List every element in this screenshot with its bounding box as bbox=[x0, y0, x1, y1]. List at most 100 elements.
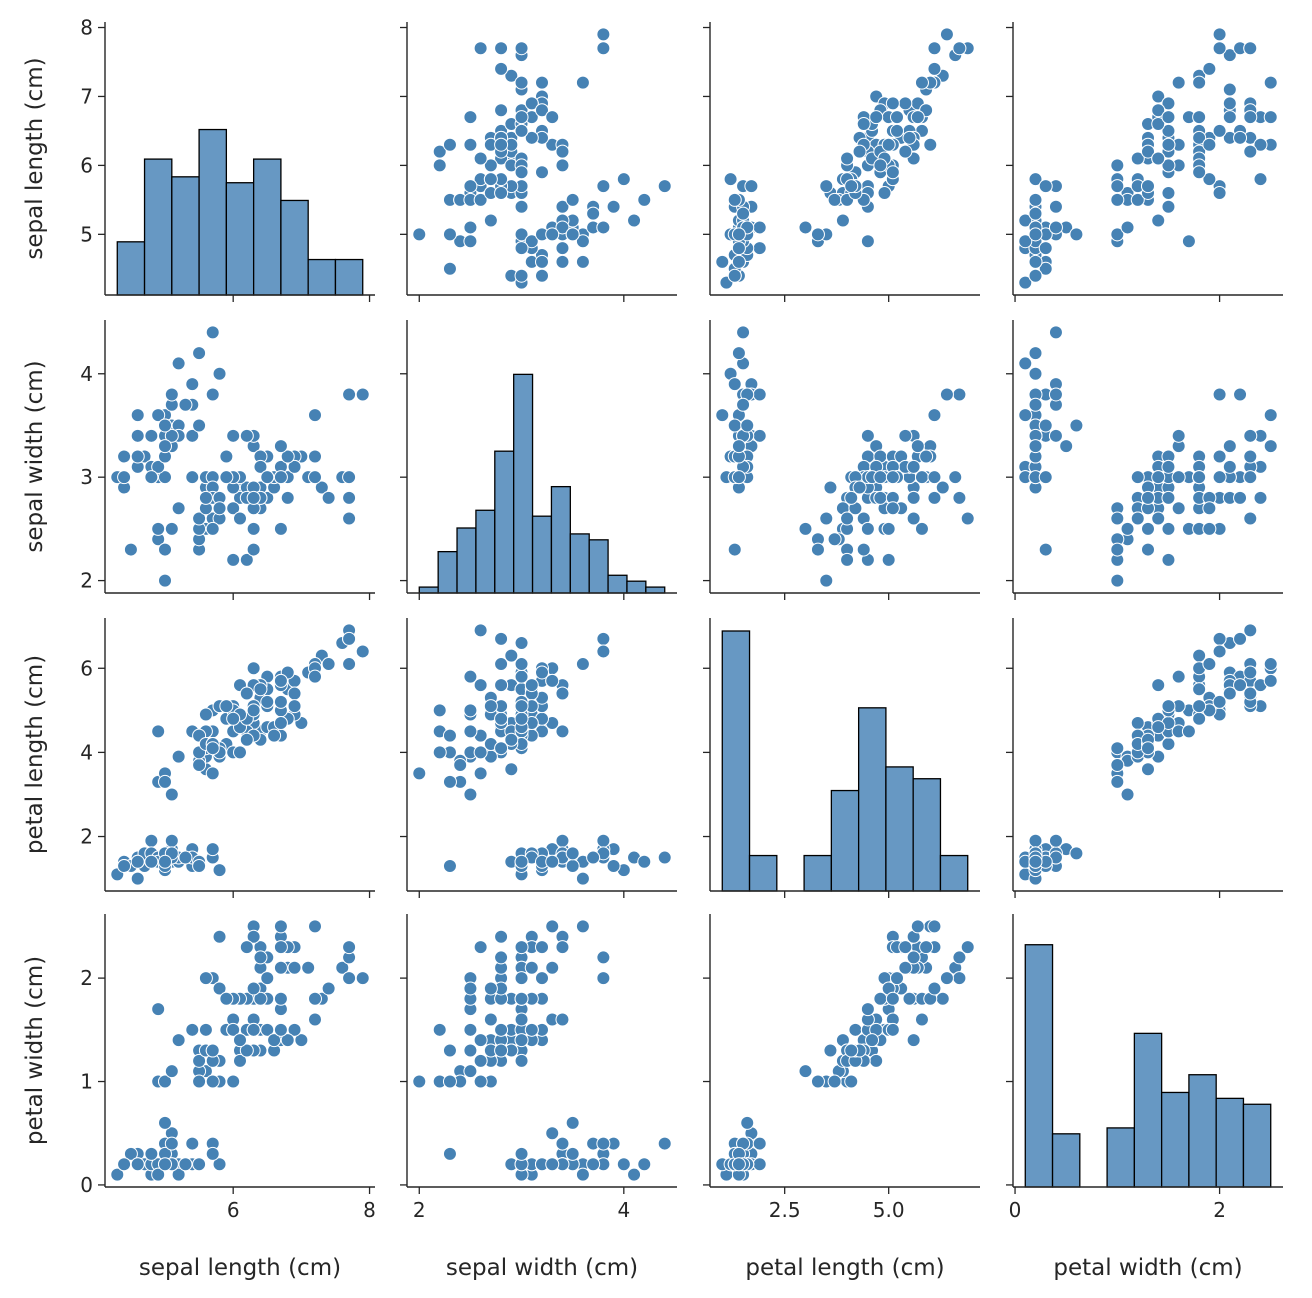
scatter-point bbox=[185, 377, 200, 392]
scatter-point bbox=[1141, 521, 1155, 536]
scatter-point bbox=[1212, 123, 1227, 138]
scatter-point bbox=[914, 521, 929, 536]
histogram-bar bbox=[116, 241, 146, 296]
scatter-point bbox=[910, 439, 925, 454]
scatter-point bbox=[355, 387, 370, 402]
scatter-point bbox=[280, 449, 295, 464]
histogram-bar bbox=[588, 539, 609, 594]
histogram-bar bbox=[437, 550, 458, 594]
scatter-point bbox=[1130, 192, 1145, 207]
scatter-point bbox=[253, 991, 268, 1006]
scatter-point bbox=[731, 241, 746, 256]
scatter-point bbox=[463, 787, 478, 802]
scatter-point bbox=[1233, 130, 1248, 145]
histogram-bar bbox=[885, 766, 914, 892]
scatter-point bbox=[504, 648, 519, 663]
scatter-point bbox=[280, 490, 295, 505]
scatter-point bbox=[164, 1136, 179, 1151]
scatter-point bbox=[205, 1074, 220, 1089]
scatter-point bbox=[198, 971, 213, 986]
scatter-point bbox=[827, 1074, 842, 1089]
x-tick-label: 6 bbox=[227, 1198, 240, 1222]
scatter-point bbox=[287, 699, 302, 714]
scatter-point bbox=[744, 179, 759, 194]
scatter-point bbox=[810, 1074, 825, 1089]
scatter-point bbox=[205, 387, 220, 402]
scatter-point bbox=[463, 1043, 478, 1058]
scatter-point bbox=[535, 75, 549, 90]
scatter-point bbox=[192, 858, 207, 873]
histogram-bar bbox=[307, 258, 337, 296]
histogram-bar bbox=[1051, 1133, 1081, 1188]
scatter-point bbox=[1171, 470, 1186, 485]
scatter-point bbox=[902, 130, 917, 145]
scatter-point bbox=[1120, 220, 1135, 235]
scatter-point bbox=[565, 1115, 580, 1130]
scatter-point bbox=[844, 1074, 859, 1089]
scatter-point bbox=[1222, 439, 1237, 454]
scatter-point bbox=[752, 1157, 767, 1172]
scatter-point bbox=[1222, 48, 1237, 63]
scatter-point bbox=[952, 950, 967, 965]
scatter-point bbox=[273, 960, 288, 975]
scatter-point bbox=[919, 940, 934, 955]
scatter-point bbox=[432, 745, 447, 760]
scatter-point bbox=[555, 158, 570, 173]
y-tick-label: 0 bbox=[80, 1173, 93, 1197]
scatter-point bbox=[555, 199, 570, 214]
scatter-point bbox=[555, 220, 570, 235]
scatter-point bbox=[798, 1064, 813, 1079]
histogram-bar bbox=[721, 630, 751, 892]
scatter-point bbox=[432, 158, 447, 173]
y-tick-label: 6 bbox=[80, 656, 93, 680]
scatter-point bbox=[260, 1022, 275, 1037]
scatter-point bbox=[514, 123, 529, 138]
scatter-point bbox=[158, 1074, 172, 1089]
scatter-point bbox=[164, 833, 179, 848]
scatter-point bbox=[1110, 573, 1125, 588]
scatter-point bbox=[117, 858, 132, 873]
scatter-point bbox=[1028, 439, 1043, 454]
scatter-point bbox=[1233, 490, 1248, 505]
scatter-point bbox=[178, 1157, 193, 1172]
scatter-point bbox=[412, 1074, 427, 1089]
scatter-point bbox=[906, 459, 921, 474]
scatter-point bbox=[321, 981, 336, 996]
scatter-point bbox=[1130, 470, 1145, 485]
scatter-point bbox=[123, 542, 138, 557]
y-tick-label: 1 bbox=[80, 1070, 93, 1094]
scatter-point bbox=[731, 470, 746, 485]
histogram-bar bbox=[252, 158, 282, 296]
scatter-point bbox=[939, 971, 954, 986]
scatter-point bbox=[273, 1022, 288, 1037]
scatter-point bbox=[514, 199, 529, 214]
scatter-point bbox=[1192, 75, 1207, 90]
scatter-point bbox=[555, 940, 570, 955]
scatter-point bbox=[1069, 418, 1084, 433]
scatter-point bbox=[463, 1022, 478, 1037]
x-tick-label: 8 bbox=[363, 1198, 376, 1222]
scatter-point bbox=[885, 96, 900, 111]
scatter-point bbox=[342, 657, 357, 672]
scatter-point bbox=[731, 439, 746, 454]
scatter-point bbox=[1028, 254, 1043, 269]
scatter-point bbox=[198, 707, 213, 722]
scatter-point bbox=[1161, 158, 1176, 173]
scatter-point bbox=[657, 850, 672, 865]
scatter-point bbox=[575, 657, 590, 672]
subplot-2-1 bbox=[400, 618, 677, 898]
scatter-point bbox=[1222, 459, 1237, 474]
scatter-point bbox=[906, 490, 921, 505]
scatter-point bbox=[504, 762, 519, 777]
scatter-point bbox=[514, 110, 529, 125]
scatter-point bbox=[273, 991, 288, 1006]
scatter-point bbox=[494, 137, 509, 152]
scatter-point bbox=[335, 960, 350, 975]
scatter-point bbox=[158, 418, 172, 433]
scatter-point bbox=[898, 96, 913, 111]
scatter-point bbox=[860, 521, 875, 536]
scatter-point bbox=[852, 144, 867, 159]
scatter-point bbox=[473, 1074, 488, 1089]
scatter-point bbox=[596, 971, 611, 986]
scatter-point bbox=[144, 1146, 159, 1161]
